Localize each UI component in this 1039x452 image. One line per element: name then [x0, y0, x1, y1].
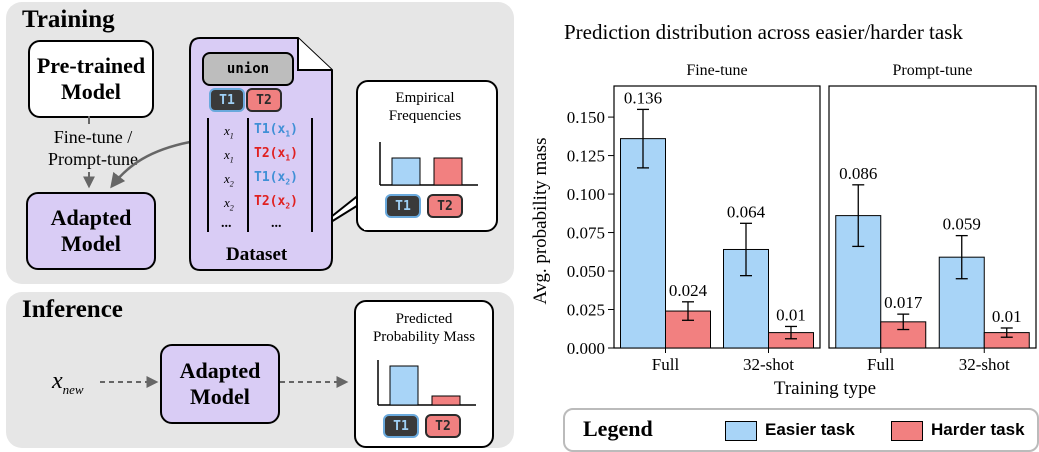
legend: Legend Easier task Harder task [563, 408, 1039, 452]
pretrained-model-box: Pre-trained Model [28, 40, 154, 118]
bar-easier [620, 138, 666, 349]
inference-arrows [100, 376, 349, 388]
y-tick-label: 0.025 [567, 301, 605, 320]
bar-chart: Avg. probability mass 0.000 0.025 0.050 0.07… [530, 62, 1037, 399]
data-label: 0.059 [943, 215, 981, 234]
arrow-from-dataset [110, 140, 191, 189]
facet-frame [828, 85, 1037, 349]
adapted-model-box-training: Adapted Model [26, 192, 156, 270]
y-tick-label: 0.125 [567, 147, 605, 166]
y-tick-label: 0.075 [567, 224, 605, 243]
y-tick-label: 0.100 [567, 185, 605, 204]
dataset-tag-t1: T1 [209, 88, 245, 112]
dataset-table-divider-left [207, 118, 209, 232]
chart-title: Prediction distribution across easier/ha… [564, 20, 963, 44]
empirical-callout-cover [364, 222, 382, 230]
dataset-table-divider-mid [247, 118, 249, 232]
dataset-fn-3: T1(x2) [254, 170, 298, 187]
dataset-row-1: x1 T1(x1) [207, 122, 313, 144]
predicted-tag-t2: T2 [425, 414, 461, 438]
dataset-x-1: x1 [224, 123, 234, 141]
y-tick-label: 0.150 [567, 108, 605, 127]
data-label: 0.01 [992, 307, 1022, 326]
legend-swatch-harder [891, 421, 923, 441]
empirical-frequencies-label: Empirical Frequencies [388, 90, 462, 124]
pretrained-model-label: Pre-trained Model [36, 53, 146, 104]
dataset-fn-4: T2(x2) [254, 194, 298, 211]
x-new-label: xnew [52, 368, 84, 397]
x-tick-label: 32-shot [959, 355, 1010, 374]
legend-label-harder: Harder task [931, 420, 1025, 439]
dataset-tag-t2: T2 [246, 88, 282, 112]
dataset-x-4: x2 [224, 195, 234, 213]
facet-frame [613, 85, 821, 349]
dataset-ellipsis-right: ... [271, 216, 282, 231]
y-tick-label: 0.050 [567, 262, 605, 281]
data-label: 0.086 [839, 164, 877, 183]
x-tick-label: 32-shot [743, 355, 794, 374]
empirical-bar-t1 [391, 157, 421, 186]
adapted-model-label-inference: Adapted Model [179, 358, 261, 409]
dataset-fn-1: T1(x1) [254, 122, 298, 139]
dataset-ellipsis-left: ... [221, 216, 232, 231]
predicted-tag-t1: T1 [383, 414, 419, 438]
legend-swatch-easier [725, 421, 757, 441]
predicted-bar-t2 [431, 395, 461, 406]
empirical-tag-t1: T1 [385, 194, 421, 218]
legend-title: Legend [583, 416, 653, 441]
dataset-row-4: x2 T2(x2) [207, 194, 313, 216]
legend-label-easier: Easier task [765, 420, 855, 439]
dataset-table-divider-right [311, 118, 313, 232]
finetune-prompttune-label: Fine-tune / Prompt-tune [48, 127, 138, 169]
data-label: 0.017 [884, 293, 923, 312]
union-label-box: union [202, 52, 294, 86]
empirical-bar-t2 [433, 157, 463, 186]
x-tick-label: Full [652, 355, 680, 374]
dataset-label: Dataset [226, 244, 288, 265]
predicted-bar-t1 [389, 365, 419, 406]
predicted-probability-label: Predicted Probability Mass [372, 311, 476, 345]
predicted-mini-chart [377, 360, 476, 406]
data-label: 0.024 [669, 281, 708, 300]
y-axis-label: Avg. probability mass [530, 138, 551, 305]
dataset-x-2: x1 [224, 147, 234, 165]
adapted-model-box-inference: Adapted Model [160, 344, 280, 424]
x-tick-label: Full [867, 355, 895, 374]
union-label: union [226, 61, 270, 77]
empirical-tag-t2: T2 [427, 194, 463, 218]
data-label: 0.136 [624, 88, 662, 107]
x-axis-label: Training type [774, 378, 876, 399]
facet-title: Fine-tune [686, 62, 747, 79]
dataset-table: x1 T1(x1) x1 T2(x1) x2 T1(x2) x2 T2(x2) … [207, 118, 315, 234]
adapted-model-label-training: Adapted Model [50, 205, 132, 256]
dataset-row-2: x1 T2(x1) [207, 146, 313, 168]
empirical-mini-chart [379, 142, 478, 186]
dataset-row-3: x2 T1(x2) [207, 170, 313, 192]
data-label: 0.01 [776, 305, 806, 324]
inference-title: Inference [22, 296, 123, 323]
dataset-x-3: x2 [224, 171, 234, 189]
training-title: Training [22, 6, 115, 33]
data-label: 0.064 [727, 202, 766, 221]
facet-title: Prompt-tune [893, 62, 973, 79]
dataset-fn-2: T2(x1) [254, 146, 298, 163]
y-tick-label: 0.000 [567, 339, 605, 358]
